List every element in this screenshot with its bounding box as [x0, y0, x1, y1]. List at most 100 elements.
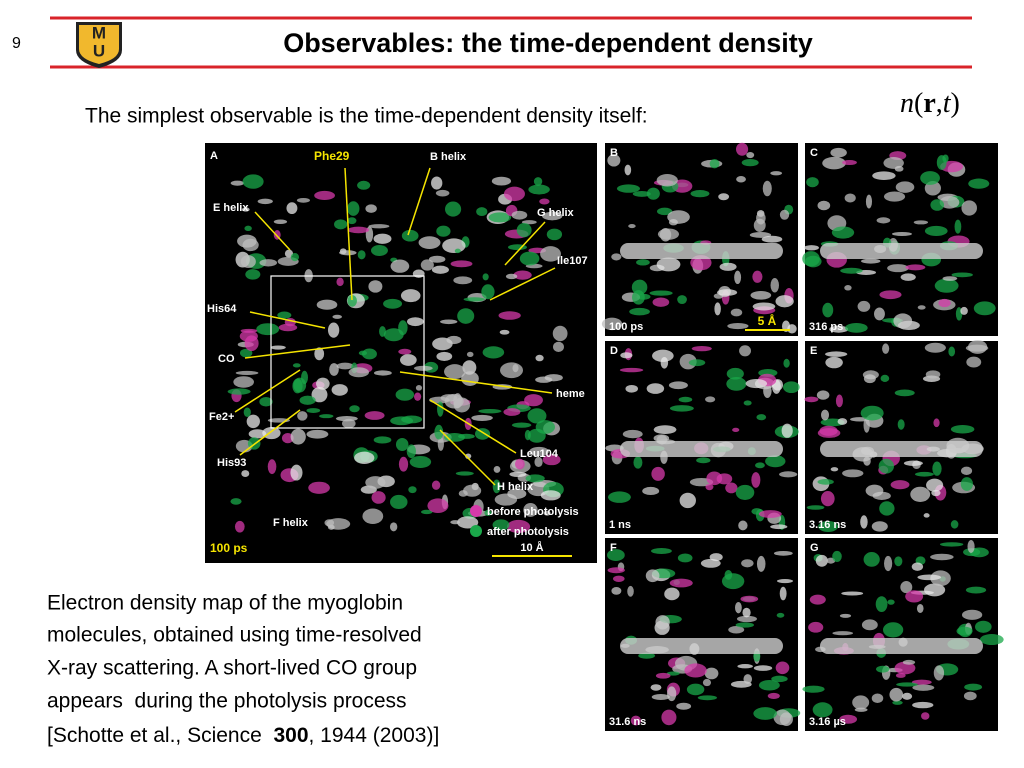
density-blob: [277, 311, 292, 319]
density-blob: [362, 508, 384, 524]
density-blob: [806, 177, 819, 188]
panel-letter: E: [810, 345, 817, 357]
density-blob: [511, 422, 532, 428]
density-blob: [825, 356, 843, 369]
density-blob: [248, 429, 267, 439]
density-blob: [839, 613, 852, 618]
density-blob: [776, 612, 785, 618]
density-blob: [655, 672, 671, 679]
panel-letter: F: [610, 542, 617, 554]
density-blob: [455, 471, 474, 476]
density-blob: [267, 459, 277, 475]
density-blob: [528, 184, 550, 195]
density-blob: [956, 626, 973, 636]
density-blob: [491, 176, 512, 186]
density-blob: [357, 250, 366, 260]
density-blob: [883, 191, 906, 202]
density-blob: [878, 458, 895, 474]
heme-bar: [620, 243, 783, 259]
panel-bg: [805, 341, 998, 534]
density-blob: [418, 236, 441, 249]
density-blob: [736, 615, 757, 623]
density-blob: [543, 510, 551, 516]
panel-letter: C: [810, 147, 818, 159]
density-blob: [939, 195, 960, 209]
density-blob: [783, 381, 800, 394]
density-blob: [697, 695, 718, 701]
density-blob: [431, 176, 443, 190]
density-blob: [917, 305, 926, 310]
density-blob: [740, 595, 759, 603]
density-blob: [709, 553, 723, 562]
density-blob: [942, 276, 958, 281]
density-blob: [408, 486, 417, 494]
density-blob: [478, 408, 502, 414]
legend-swatch: [470, 505, 482, 517]
density-blob: [630, 715, 641, 726]
density-blob: [900, 581, 913, 594]
density-blob: [259, 259, 278, 267]
density-blob: [527, 408, 547, 424]
density-blob: [519, 251, 540, 266]
density-blob: [679, 492, 696, 509]
density-blob: [373, 233, 392, 244]
density-blob: [961, 609, 983, 620]
density-blob: [840, 267, 863, 274]
density-blob: [745, 379, 768, 389]
density-blob: [865, 484, 884, 497]
density-blob: [457, 516, 479, 529]
density-blob: [743, 674, 753, 684]
citation-part: 300: [273, 724, 308, 747]
density-blob: [806, 505, 825, 510]
density-blob: [967, 540, 975, 553]
density-blob: [931, 489, 941, 497]
density-blob: [368, 280, 383, 293]
density-blob: [506, 519, 531, 534]
density-blob: [493, 466, 501, 473]
density-blob: [348, 367, 370, 378]
density-blob: [241, 470, 250, 477]
density-blob: [390, 259, 410, 273]
density-blob: [656, 207, 673, 216]
panel-letter: D: [610, 345, 618, 357]
density-blob: [552, 341, 564, 353]
density-blob: [534, 456, 543, 468]
density-blob: [820, 490, 835, 507]
density-blob: [880, 374, 890, 382]
figure-panel: C 316 ps: [802, 143, 998, 336]
density-blob: [735, 142, 749, 156]
density-blob: [398, 456, 409, 472]
density-blob: [914, 471, 934, 477]
panel-label: G helix: [537, 207, 575, 219]
density-blob: [894, 389, 915, 397]
figure-panel: B 100 ps: [601, 142, 798, 336]
density-blob: [923, 513, 930, 518]
density-blob: [652, 297, 670, 307]
density-blob: [921, 712, 930, 720]
density-blob: [435, 189, 450, 197]
density-blob: [257, 198, 273, 205]
density-blob: [611, 586, 622, 595]
density-blob: [832, 550, 842, 562]
density-blob: [286, 202, 298, 215]
density-blob: [638, 652, 656, 659]
density-blob: [444, 364, 466, 380]
citation-part: , 1944 (2003)]: [309, 724, 440, 747]
density-blob: [450, 260, 473, 268]
density-blob: [732, 427, 740, 432]
density-blob: [463, 297, 485, 302]
density-blob: [347, 295, 357, 307]
panel-time: 3.16 ns: [809, 519, 846, 531]
density-blob: [398, 348, 412, 355]
density-blob: [816, 390, 830, 400]
density-blob: [753, 665, 773, 671]
panel-letter: G: [810, 542, 819, 554]
density-blob: [861, 258, 881, 264]
density-blob: [910, 486, 931, 502]
density-blob: [830, 467, 839, 472]
legend-label: after photolysis: [487, 526, 569, 538]
density-blob: [462, 360, 477, 375]
density-blob: [960, 477, 973, 491]
